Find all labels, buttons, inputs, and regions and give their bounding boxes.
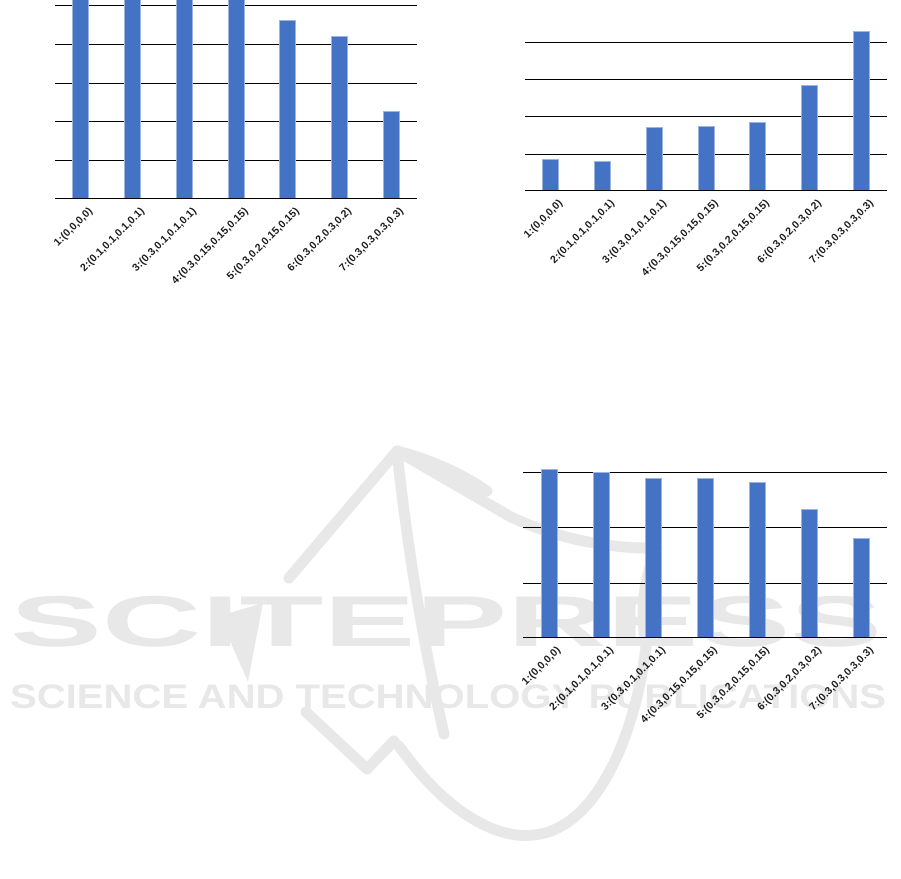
bar-7 bbox=[382, 111, 400, 198]
bar-chart-bottom-right: 1:(0,0,0,0) 2:(0.1,0.1,0.1,0.1) 3:(0.3,0.1… bbox=[520, 468, 887, 725]
bar-4 bbox=[697, 125, 715, 190]
watermark-bottom-swoosh bbox=[393, 642, 652, 841]
bar-6 bbox=[800, 84, 818, 190]
bar-4 bbox=[227, 0, 245, 198]
plot-area bbox=[523, 468, 887, 638]
plot-area bbox=[55, 0, 417, 199]
bar-2 bbox=[592, 472, 610, 637]
bar-4 bbox=[696, 478, 714, 637]
gridline bbox=[525, 79, 887, 81]
bar-3 bbox=[644, 478, 662, 637]
bar-7 bbox=[852, 30, 870, 190]
gridline bbox=[523, 471, 887, 473]
watermark-fold-line bbox=[391, 446, 450, 740]
watermark-peak-swoosh bbox=[391, 445, 493, 497]
bar-6 bbox=[800, 508, 818, 637]
watermark-page-wedge bbox=[219, 603, 263, 682]
bar-3 bbox=[645, 127, 663, 190]
bar-chart-top-right: 1:(0,0,0,0) 2:(0.1,0.1,0.1,0.1) 3:(0.3,0.1… bbox=[522, 21, 887, 278]
bar-2 bbox=[594, 160, 612, 190]
bar-5 bbox=[749, 121, 767, 190]
bar-2 bbox=[124, 0, 142, 198]
plot-area bbox=[525, 21, 887, 191]
bar-5 bbox=[279, 19, 297, 198]
bar-chart-top-left: 1:(0,0,0,0) 2:(0.1,0.1,0.1,0.1) 3:(0.3,0.1… bbox=[52, 0, 417, 286]
bar-1 bbox=[72, 0, 90, 198]
bar-1 bbox=[542, 159, 560, 190]
bar-1 bbox=[540, 468, 558, 637]
watermark-check-mark bbox=[300, 706, 400, 775]
bar-3 bbox=[175, 0, 193, 198]
gridline bbox=[525, 41, 887, 43]
watermark-brand-text: SCITEPRESS bbox=[10, 582, 882, 662]
bar-7 bbox=[852, 538, 870, 637]
watermark-tagline-text: SCIENCE AND TECHNOLOGY PUBLICATIONS bbox=[10, 678, 886, 716]
bar-5 bbox=[748, 481, 766, 637]
bar-6 bbox=[330, 35, 348, 198]
gridline bbox=[525, 116, 887, 118]
